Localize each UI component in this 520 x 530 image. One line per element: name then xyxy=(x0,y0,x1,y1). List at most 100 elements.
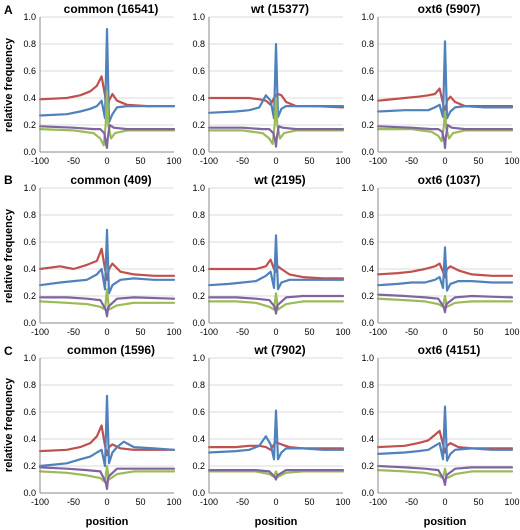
panel-5: wt (2195) 0.0 0.2 0.4 0.6 0.8 1.0 -100 -50 0 50 100 xyxy=(192,173,350,337)
x-tick-label: -100 xyxy=(200,327,218,337)
series-line-2 xyxy=(207,42,345,120)
y-tick-label: 0.6 xyxy=(23,237,36,247)
y-axis-title-a: relative frequency xyxy=(3,37,15,132)
series-line-3 xyxy=(207,470,345,478)
y-axis-title-c: relative frequency xyxy=(3,377,15,472)
series-line-4 xyxy=(38,296,176,318)
x-tick-label: 0 xyxy=(273,156,278,166)
y-tick-label: 0.8 xyxy=(361,380,374,390)
y-tick-label: 0.4 xyxy=(192,434,205,444)
y-tick-label: 0.2 xyxy=(361,461,374,471)
x-tick-label: -100 xyxy=(200,497,218,507)
y-tick-label: 0.0 xyxy=(23,318,36,328)
x-axis-title-2: position xyxy=(255,516,298,528)
series-line-1 xyxy=(207,440,345,451)
x-tick-label: -100 xyxy=(369,156,387,166)
x-axis-title-3: position xyxy=(424,516,467,528)
y-tick-label: 0.6 xyxy=(192,66,205,76)
y-tick-label: 0.4 xyxy=(23,264,36,274)
panel-title: oxt6 (4151) xyxy=(418,343,481,357)
y-tick-label: 0.8 xyxy=(23,380,36,390)
y-tick-label: 0.4 xyxy=(361,93,374,103)
x-tick-label: 100 xyxy=(504,497,519,507)
x-tick-label: -50 xyxy=(236,156,249,166)
panel-7: common (1596) 0.0 0.2 0.4 0.6 0.8 1.0 -100 -50 0 5… xyxy=(23,343,181,507)
y-tick-label: 0.8 xyxy=(23,39,36,49)
x-tick-label: 100 xyxy=(166,497,181,507)
panel-title: wt (2195) xyxy=(253,173,305,187)
y-tick-label: 0.4 xyxy=(361,434,374,444)
y-tick-label: 0.8 xyxy=(192,380,205,390)
panel-1: common (16541) 0.0 0.2 0.4 0.6 0.8 1.0 -100 -50 0… xyxy=(23,2,181,166)
panel-title: wt (15377) xyxy=(250,2,309,16)
y-tick-label: 1.0 xyxy=(23,353,36,363)
x-tick-label: 100 xyxy=(335,327,350,337)
x-tick-label: 50 xyxy=(304,156,314,166)
y-tick-label: 0.6 xyxy=(361,237,374,247)
series-line-4 xyxy=(376,293,514,314)
panel-2: wt (15377) 0.0 0.2 0.4 0.6 0.8 1.0 -100 -50 0 50 10… xyxy=(192,2,350,166)
y-tick-label: 1.0 xyxy=(361,183,374,193)
x-tick-label: -100 xyxy=(31,497,49,507)
y-tick-label: 0.0 xyxy=(192,147,205,157)
x-tick-label: 50 xyxy=(473,497,483,507)
y-tick-label: 0.8 xyxy=(361,210,374,220)
y-axis-title-b: relative frequency xyxy=(3,208,15,303)
panel-title: oxt6 (5907) xyxy=(418,2,481,16)
y-tick-label: 0.8 xyxy=(23,210,36,220)
x-tick-label: 50 xyxy=(473,156,483,166)
y-tick-label: 0.4 xyxy=(192,264,205,274)
series-line-2 xyxy=(38,394,176,468)
x-tick-label: 100 xyxy=(166,156,181,166)
y-tick-label: 0.8 xyxy=(361,39,374,49)
y-tick-label: 1.0 xyxy=(23,183,36,193)
x-tick-label: 0 xyxy=(273,497,278,507)
y-tick-label: 0.6 xyxy=(361,66,374,76)
y-tick-label: 0.0 xyxy=(23,147,36,157)
y-tick-label: 0.6 xyxy=(23,66,36,76)
y-tick-label: 0.4 xyxy=(361,264,374,274)
panels: common (16541) 0.0 0.2 0.4 0.6 0.8 1.0 -100 -50 0… xyxy=(23,2,519,507)
x-tick-label: -100 xyxy=(31,156,49,166)
x-tick-label: -100 xyxy=(200,156,218,166)
series-line-2 xyxy=(38,228,176,295)
panel-6: oxt6 (1037) 0.0 0.2 0.4 0.6 0.8 1.0 -100 -50 0 50 1… xyxy=(361,173,519,337)
series-line-2 xyxy=(38,28,176,124)
series-line-3 xyxy=(38,464,176,484)
y-tick-label: 0.0 xyxy=(192,318,205,328)
y-tick-label: 0.6 xyxy=(361,407,374,417)
x-tick-label: 0 xyxy=(442,327,447,337)
x-tick-label: 0 xyxy=(442,156,447,166)
series-line-4 xyxy=(376,123,514,149)
y-tick-label: 0.0 xyxy=(361,147,374,157)
series-line-3 xyxy=(376,110,514,143)
row-letter-b: B xyxy=(4,173,13,187)
y-tick-label: 0.6 xyxy=(192,407,205,417)
x-tick-label: -100 xyxy=(369,327,387,337)
series-line-3 xyxy=(376,467,514,480)
series-line-3 xyxy=(38,288,176,311)
panel-title: oxt6 (1037) xyxy=(418,173,481,187)
x-tick-label: -50 xyxy=(67,327,80,337)
x-tick-label: 50 xyxy=(135,156,145,166)
y-tick-label: 0.4 xyxy=(192,93,205,103)
x-tick-label: -50 xyxy=(405,497,418,507)
y-tick-label: 1.0 xyxy=(361,12,374,22)
panel-title: wt (7902) xyxy=(253,343,305,357)
x-tick-label: 100 xyxy=(335,497,350,507)
x-tick-label: 0 xyxy=(104,497,109,507)
series-line-3 xyxy=(207,292,345,311)
y-tick-label: 0.8 xyxy=(192,39,205,49)
y-tick-label: 1.0 xyxy=(192,183,205,193)
y-tick-label: 0.8 xyxy=(192,210,205,220)
y-tick-label: 0.2 xyxy=(192,461,205,471)
y-tick-label: 1.0 xyxy=(23,12,36,22)
series-line-4 xyxy=(207,125,345,148)
x-tick-label: -50 xyxy=(67,497,80,507)
x-tick-label: 50 xyxy=(304,327,314,337)
series-line-2 xyxy=(207,409,345,461)
panel-title: common (1596) xyxy=(67,343,155,357)
x-tick-label: -50 xyxy=(67,156,80,166)
x-tick-label: 100 xyxy=(166,327,181,337)
x-tick-label: 100 xyxy=(335,156,350,166)
